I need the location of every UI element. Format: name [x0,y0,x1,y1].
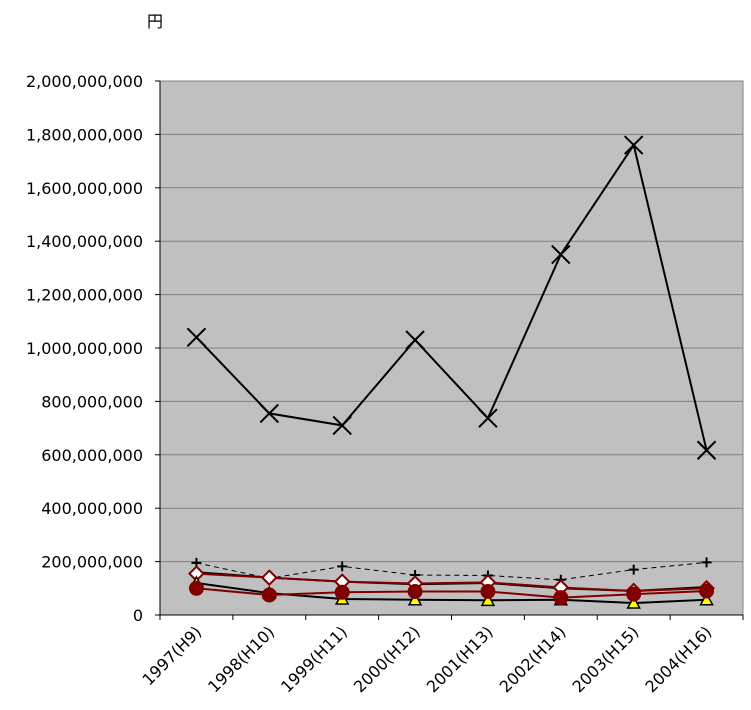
y-tick-label: 0 [133,606,143,625]
plus-marker [337,561,348,572]
series-line [196,587,707,599]
y-tick-label: 1,200,000,000 [26,286,143,305]
y-axis: 0 200,000,000 400,000,000 600,000,000 800,00… [26,72,161,625]
y-tick-label: 600,000,000 [41,446,143,465]
x-tick-label: 2001(H13) [423,622,497,696]
y-tick-label: 2,000,000,000 [26,72,143,91]
circle-marker [334,584,350,600]
x-marker [186,327,207,348]
x-tick-label: 2000(H12) [350,622,424,696]
x-tick-label: 2004(H16) [641,622,715,696]
x-tick-label: 1999(H11) [277,622,351,696]
triangle-marker [626,595,641,609]
circle-marker [261,587,277,603]
x-marker [405,330,425,350]
x-tick-label: 1997(H9) [138,622,205,689]
x-marker [551,244,571,265]
series-5 [188,580,715,606]
y-tick-label: 800,000,000 [41,392,143,411]
plus-marker [701,557,712,568]
x-marker [696,440,717,460]
circle-marker [699,583,715,599]
x-tick-label: 2002(H14) [496,622,570,696]
x-axis: 1997(H9)1998(H10)1999(H11)2000(H12)2001(… [138,614,744,696]
circle-marker [480,584,496,600]
y-tick-label: 1,400,000,000 [26,232,143,251]
triangle-marker [407,592,423,606]
triangle-marker [699,592,714,606]
series-group [186,135,717,609]
diamond-marker [260,569,278,587]
y-tick-label: 1,800,000,000 [26,125,143,144]
y-tick-label: 400,000,000 [41,499,143,518]
y-tick-label: 1,600,000,000 [26,179,143,198]
circle-marker [553,590,569,606]
triangle-marker [480,592,496,607]
y-tick-label: 200,000,000 [41,553,143,572]
series-0 [186,135,717,460]
y-tick-label: 1,000,000,000 [26,339,143,358]
circle-marker [407,584,423,600]
circle-marker [188,580,204,596]
circle-marker [626,586,642,602]
gridlines [160,133,743,563]
x-marker [259,403,280,424]
plus-marker [628,564,639,575]
series-line [196,572,707,593]
x-tick-label: 1998(H10) [204,622,278,696]
y-unit-label: 円 [147,12,163,31]
x-marker [623,135,644,155]
x-tick-label: 2003(H15) [569,622,643,696]
series-line [195,142,708,451]
x-marker [332,415,352,436]
x-marker [478,408,498,428]
